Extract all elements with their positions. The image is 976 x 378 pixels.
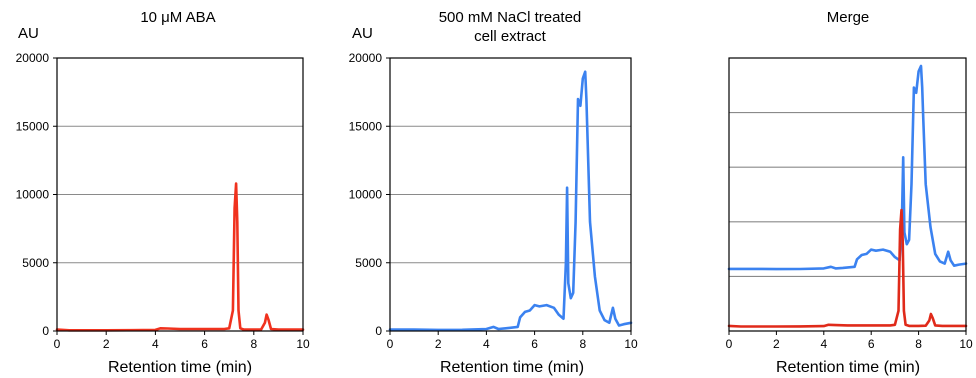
y-tick-label: 0 xyxy=(42,324,49,338)
x-tick-label: 0 xyxy=(54,337,61,351)
x-tick-label: 6 xyxy=(868,337,875,351)
panel-merge-frame xyxy=(728,57,967,332)
x-tick-label: 0 xyxy=(726,337,733,351)
series-line xyxy=(388,70,633,332)
panel-merge-series xyxy=(727,64,968,328)
panel-aba-series xyxy=(55,182,305,332)
panel-merge-gridlines xyxy=(729,112,966,277)
panel-aba-ticks: 0 2 4 6 8 10 0 5000 10000 15000 20000 xyxy=(16,51,310,351)
panel-merge-xlabel: Retention time (min) xyxy=(776,359,920,376)
panel-nacl: 500 mM NaCl treated cell extract AU 0 2 4 6… xyxy=(349,9,638,376)
panel-nacl-title-line2: cell extract xyxy=(474,28,547,45)
x-tick-label: 8 xyxy=(915,337,922,351)
panel-aba-gridlines xyxy=(57,125,303,264)
y-tick-label: 10000 xyxy=(349,188,383,202)
panel-merge: Merge 0 2 4 6 8 10 Retention time (min) xyxy=(726,9,973,376)
panel-nacl-frame xyxy=(389,57,632,332)
panel-aba-title: 10 μM ABA xyxy=(140,9,215,26)
x-tick-label: 10 xyxy=(296,337,310,351)
x-tick-label: 0 xyxy=(387,337,394,351)
x-tick-label: 8 xyxy=(579,337,586,351)
panel-aba-frame xyxy=(56,57,304,332)
panel-merge-title: Merge xyxy=(827,9,870,26)
panel-nacl-ylabel: AU xyxy=(352,25,373,42)
x-tick-label: 4 xyxy=(483,337,490,351)
x-tick-label: 8 xyxy=(250,337,257,351)
y-tick-label: 15000 xyxy=(349,119,383,133)
x-tick-label: 4 xyxy=(152,337,159,351)
x-tick-label: 10 xyxy=(959,337,973,351)
panel-aba: 10 μM ABA AU 0 2 4 6 8 10 0 5000 10000 15000 20000… xyxy=(16,9,310,376)
x-tick-label: 6 xyxy=(201,337,208,351)
panel-nacl-series xyxy=(388,70,633,332)
panel-nacl-xlabel: Retention time (min) xyxy=(440,359,584,376)
y-tick-label: 20000 xyxy=(349,51,383,65)
y-tick-label: 10000 xyxy=(16,188,50,202)
x-tick-label: 6 xyxy=(531,337,538,351)
y-tick-label: 5000 xyxy=(355,256,382,270)
panel-nacl-ticks: 0 2 4 6 8 10 0 5000 10000 15000 20000 xyxy=(349,51,638,351)
panel-nacl-title-line1: 500 mM NaCl treated xyxy=(439,9,582,26)
y-tick-label: 15000 xyxy=(16,119,50,133)
panel-aba-xlabel: Retention time (min) xyxy=(108,359,252,376)
y-tick-label: 0 xyxy=(375,324,382,338)
x-tick-label: 2 xyxy=(435,337,442,351)
panel-nacl-gridlines xyxy=(390,125,631,264)
series-line xyxy=(727,64,968,271)
x-tick-label: 10 xyxy=(624,337,638,351)
x-tick-label: 2 xyxy=(103,337,110,351)
y-tick-label: 5000 xyxy=(22,256,49,270)
panel-aba-ylabel: AU xyxy=(18,25,39,42)
x-tick-label: 4 xyxy=(820,337,827,351)
y-tick-label: 20000 xyxy=(16,51,50,65)
panel-merge-ticks: 0 2 4 6 8 10 xyxy=(726,331,973,351)
x-tick-label: 2 xyxy=(773,337,780,351)
series-line xyxy=(55,182,305,332)
series-line xyxy=(727,208,968,328)
